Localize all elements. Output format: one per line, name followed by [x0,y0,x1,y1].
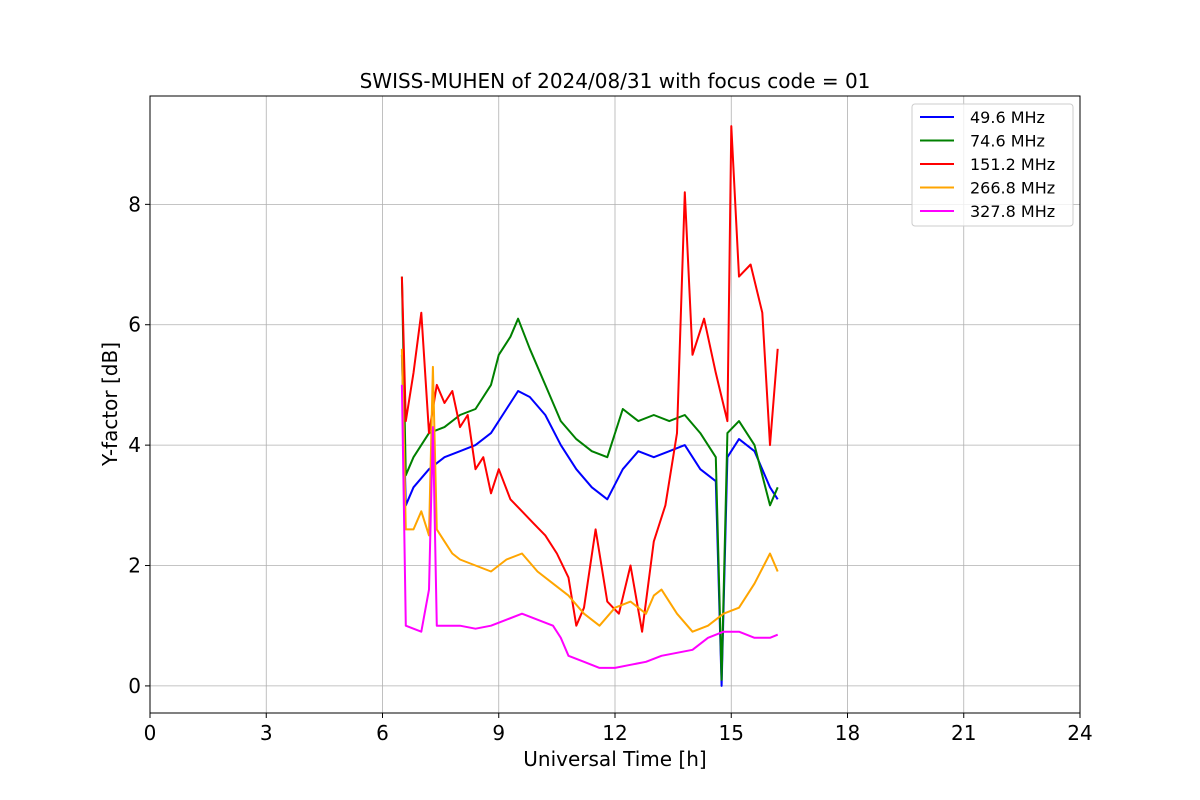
legend-label: 49.6 MHz [970,108,1045,127]
legend-label: 151.2 MHz [970,155,1055,174]
y-tick-label: 6 [128,313,141,337]
series-group [400,125,779,687]
x-tick-label: 0 [144,721,157,745]
x-tick-label: 6 [376,721,389,745]
legend-label: 266.8 MHz [970,179,1055,198]
x-tick-label: 3 [260,721,273,745]
y-axis-label: Y-factor [dB] [98,342,122,467]
series-line-5 [400,384,779,669]
y-tick-label: 0 [128,674,141,698]
x-tick-label: 15 [719,721,744,745]
x-tick-label: 12 [602,721,627,745]
legend-label: 327.8 MHz [970,202,1055,221]
y-tick-label: 4 [128,433,141,457]
x-tick-label: 18 [835,721,860,745]
legend-label: 74.6 MHz [970,132,1045,151]
x-tick-label: 21 [951,721,976,745]
y-tick-label: 2 [128,554,141,578]
series-line-4 [400,348,779,633]
x-tick-label: 9 [492,721,505,745]
legend: 49.6 MHz 74.6 MHz 151.2 MHz 266.8 MHz 32… [911,103,1074,227]
y-tick-label: 8 [128,192,141,216]
x-axis-label: Universal Time [h] [523,747,706,771]
x-tick-label: 24 [1067,721,1092,745]
series-line-3 [400,125,779,633]
legend-box [911,103,1074,227]
chart-title: SWISS-MUHEN of 2024/08/31 with focus cod… [360,69,871,93]
